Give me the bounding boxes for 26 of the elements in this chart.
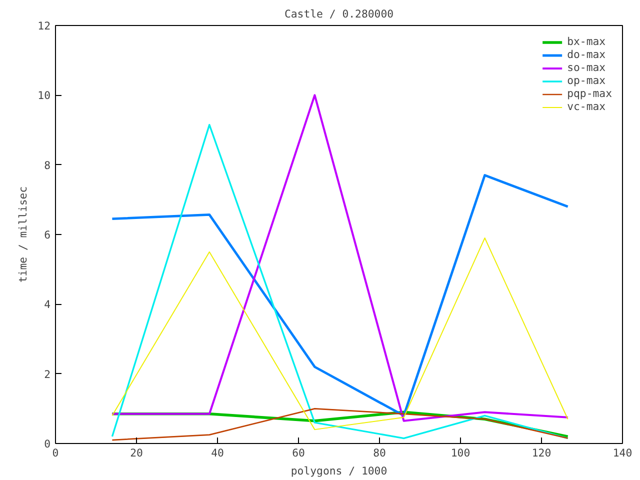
legend-label: vc-max: [567, 100, 606, 113]
y-axis-title: time / millisec: [16, 186, 30, 283]
y-tick-label: 4: [44, 298, 51, 312]
y-tick-label: 2: [44, 368, 51, 381]
y-tick-label: 6: [44, 228, 51, 242]
x-tick-label: 0: [52, 446, 59, 460]
x-tick-label: 40: [211, 446, 224, 460]
y-tick-label: 0: [44, 438, 51, 450]
y-tick-label: 10: [38, 89, 51, 102]
x-tick-label: 100: [450, 446, 470, 460]
x-tick-label: 60: [292, 446, 305, 460]
line-series: [111, 174, 570, 417]
line-series: [112, 237, 568, 430]
legend-label: pqp-max: [567, 87, 612, 100]
x-tick-label: 20: [130, 446, 143, 460]
x-axis-title: polygons / 1000: [290, 464, 388, 478]
legend-label: op-max: [567, 74, 606, 87]
x-tick-label: 120: [532, 446, 552, 460]
legend-label: do-max: [567, 48, 606, 61]
y-tick-label: 8: [44, 158, 51, 172]
legend-label: bx-max: [567, 35, 606, 48]
chart-title: Castle / 0.280000: [284, 8, 394, 20]
x-tick-label: 140: [612, 446, 632, 460]
legend-label: so-max: [567, 61, 606, 74]
y-tick-label: 12: [38, 20, 51, 32]
x-tick-label: 80: [373, 446, 386, 460]
